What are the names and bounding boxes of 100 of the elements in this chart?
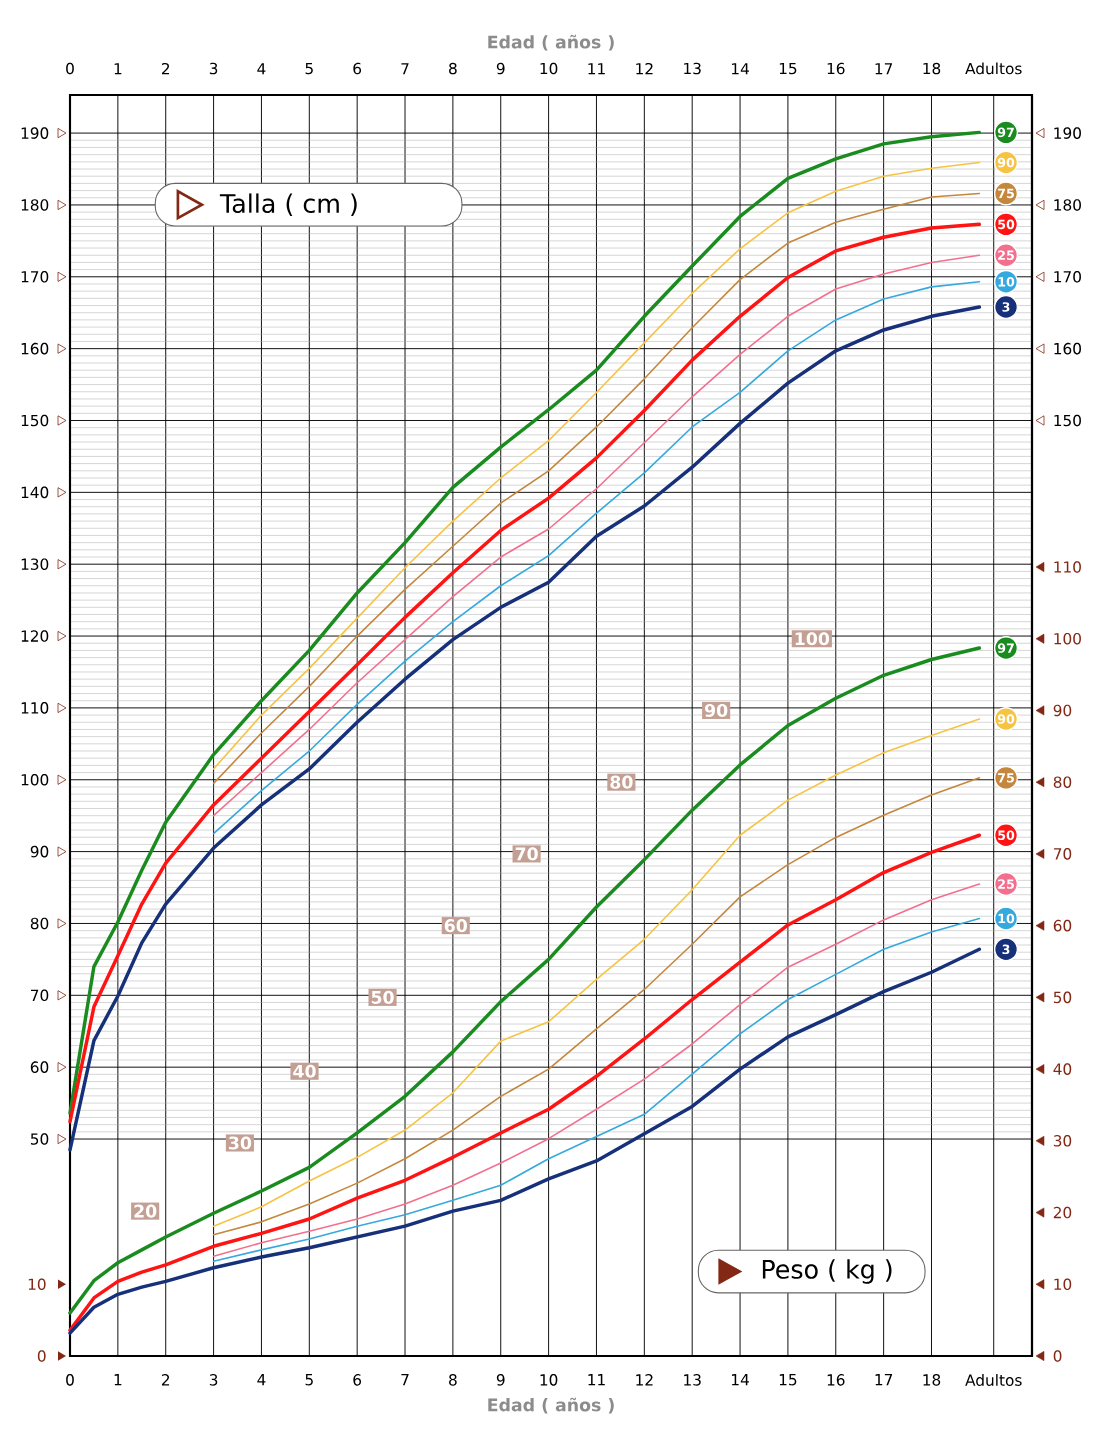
- y2-tick-label: 90: [1053, 704, 1072, 717]
- y2-tick-label: 110: [1054, 561, 1081, 573]
- x2-tick-label: 0: [66, 62, 74, 75]
- x-tick-label: 10: [540, 1374, 558, 1386]
- annotation: 50: [371, 990, 394, 1004]
- y-tick-label: 160: [21, 342, 49, 355]
- y2-tick-label: 20: [1053, 1206, 1072, 1219]
- x2-tick-label: 10: [540, 62, 558, 75]
- y2-tick-label: 10: [1054, 1278, 1072, 1291]
- x-tick-label: 2: [161, 1374, 170, 1386]
- series-label: 25: [998, 879, 1014, 889]
- y-axis-title: Talla ( cm ): [219, 193, 357, 217]
- x2-axis-title: Edad ( años ): [488, 34, 614, 51]
- x-tick-label: 0: [66, 1374, 74, 1386]
- series-label: 75: [998, 773, 1014, 783]
- x2-tick-label: 1: [114, 63, 122, 75]
- x-tick-label: 12: [636, 1374, 653, 1386]
- y-tick-label: 60: [30, 1061, 49, 1073]
- series-label: 97: [997, 643, 1014, 653]
- series-label: 97: [997, 127, 1014, 138]
- y2-tick-label: 0: [1053, 1350, 1062, 1362]
- x2-tick-label: 13: [684, 62, 701, 75]
- series-label: 3: [1002, 944, 1010, 955]
- x-tick-label: 9: [496, 1374, 505, 1386]
- y-tick-label: 70: [31, 989, 49, 1002]
- series-label: 75: [998, 188, 1014, 199]
- x2-tick-label: 3: [209, 62, 218, 75]
- annotation: 20: [134, 1204, 157, 1218]
- y-tick-label: 100: [21, 773, 49, 786]
- x2-tick-label: 5: [305, 62, 313, 75]
- series-label: 90: [997, 157, 1015, 168]
- x-tick-label: 8: [449, 1374, 457, 1386]
- y3-tick-label: 150: [1054, 414, 1081, 427]
- x-tick-label: 3: [209, 1374, 218, 1386]
- x-tick-label: 14: [731, 1374, 749, 1386]
- y-tick-label: 140: [21, 486, 49, 499]
- annotation: 30: [229, 1136, 252, 1150]
- text: 0: [37, 1350, 46, 1362]
- y-tick-label: 50: [30, 1133, 49, 1145]
- series-label: 50: [998, 830, 1015, 841]
- line-series: [68, 646, 982, 1315]
- x2-tick-label: 18: [923, 62, 941, 75]
- x-axis-title: Edad ( años ): [488, 1397, 614, 1414]
- y2-tick-label: 80: [1053, 776, 1072, 788]
- x-tick-label: 7: [401, 1374, 409, 1386]
- x-tick-label: 11: [588, 1374, 605, 1386]
- x-tick-label: 1: [114, 1374, 122, 1386]
- y-tick-label: 80: [30, 917, 49, 930]
- y-tick-label: 90: [30, 845, 49, 858]
- y-tick-label: 190: [21, 127, 49, 139]
- y-tick-label: 120: [21, 630, 49, 642]
- annotation: 80: [610, 775, 633, 789]
- x-tick-label: 15: [779, 1374, 797, 1386]
- series-label: 50: [998, 219, 1015, 230]
- y3-tick-label: 180: [1054, 199, 1081, 211]
- x2-tick-label: 4: [257, 63, 266, 75]
- x-tick-label: Adultos: [965, 1374, 1022, 1386]
- text: 10: [28, 1278, 46, 1291]
- x2-tick-label: 15: [779, 62, 797, 75]
- series-label: 10: [998, 277, 1015, 287]
- y-tick-label: 150: [21, 414, 49, 427]
- x-tick-label: 18: [923, 1374, 941, 1386]
- y2-tick-label: 100: [1054, 632, 1081, 645]
- x2-tick-label: 2: [161, 62, 170, 75]
- y3-tick-label: 190: [1054, 127, 1081, 139]
- x2-tick-label: 6: [353, 62, 362, 75]
- x-tick-label: 6: [353, 1374, 362, 1386]
- x2-tick-label: Adultos: [965, 62, 1022, 75]
- series-label: 90: [997, 714, 1015, 724]
- line-series: [68, 833, 982, 1332]
- x-tick-label: 13: [684, 1374, 701, 1386]
- annotation: 90: [704, 703, 728, 717]
- annotation: 70: [515, 847, 538, 861]
- y3-tick-label: 170: [1054, 271, 1081, 283]
- x2-tick-label: 16: [827, 62, 845, 75]
- y2-tick-label: 70: [1053, 848, 1072, 860]
- x2-tick-label: 17: [875, 63, 893, 75]
- y2-tick-label: 50: [1053, 991, 1072, 1004]
- y2-axis-title: Peso ( kg ): [762, 1259, 892, 1284]
- x-tick-label: 17: [875, 1374, 893, 1386]
- annotation: 100: [795, 632, 830, 646]
- x2-tick-label: 8: [449, 62, 457, 75]
- y3-tick-label: 160: [1054, 342, 1081, 355]
- y2-tick-label: 60: [1053, 919, 1072, 932]
- annotation: 40: [293, 1064, 316, 1078]
- series-label: 25: [998, 250, 1014, 261]
- x2-tick-label: 9: [496, 62, 505, 75]
- series-label: 10: [998, 913, 1015, 924]
- x2-tick-label: 7: [401, 63, 409, 75]
- y-tick-label: 130: [21, 558, 49, 570]
- y-tick-label: 180: [21, 199, 49, 211]
- y-tick-label: 110: [21, 702, 49, 714]
- x2-tick-label: 14: [731, 63, 749, 75]
- annotation: 60: [444, 919, 467, 933]
- x-tick-label: 16: [827, 1374, 845, 1386]
- series-label: 3: [1002, 302, 1010, 312]
- x2-tick-label: 11: [588, 63, 605, 75]
- y-tick-label: 170: [21, 271, 49, 283]
- x-tick-label: 4: [257, 1374, 266, 1386]
- x2-tick-label: 12: [636, 62, 653, 75]
